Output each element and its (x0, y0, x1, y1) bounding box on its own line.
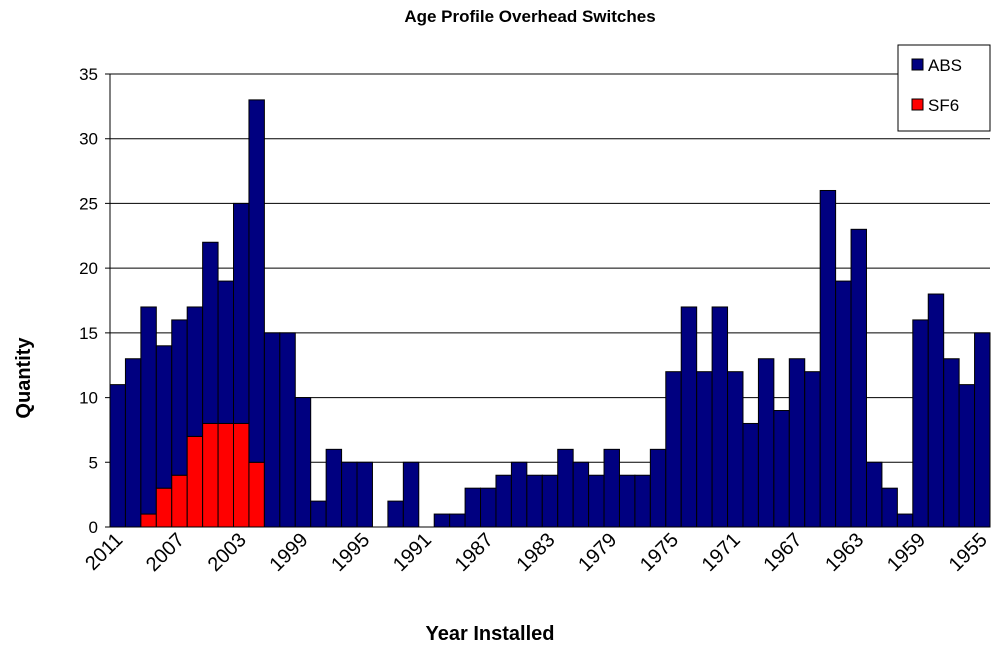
bar (773, 410, 790, 528)
bar (495, 474, 512, 528)
bar (124, 358, 142, 528)
bar (217, 280, 235, 424)
bar (974, 332, 991, 528)
bar (510, 461, 528, 528)
legend-label: ABS (928, 56, 962, 75)
y-tick-label: 0 (89, 518, 98, 537)
legend-swatch (911, 98, 924, 111)
bar (634, 474, 651, 528)
bar (757, 358, 775, 528)
bar (109, 384, 126, 528)
x-tick-label: 2007 (142, 529, 189, 576)
x-tick-label: 1959 (883, 529, 930, 576)
bar (541, 474, 559, 528)
x-tick-label: 1983 (513, 529, 560, 576)
bar (943, 358, 960, 528)
bar (850, 228, 867, 528)
y-axis-label: Quantity (13, 337, 35, 419)
x-tick-label: 2003 (204, 529, 251, 576)
legend-swatch (911, 58, 924, 71)
bar (155, 345, 173, 489)
bar (742, 422, 759, 528)
bar (464, 487, 482, 528)
x-tick-label: 1955 (945, 529, 992, 576)
bar (294, 397, 312, 528)
bar (896, 513, 914, 528)
bar (186, 306, 204, 437)
bar (835, 280, 852, 528)
x-tick-label: 1975 (636, 529, 683, 576)
bar (927, 293, 945, 528)
bar (449, 513, 466, 528)
bar (402, 461, 420, 528)
bar (603, 448, 620, 528)
bar (202, 422, 219, 528)
x-tick-label: 1991 (389, 529, 436, 576)
bar (341, 461, 358, 528)
x-tick-label: 1963 (821, 529, 868, 576)
x-tick-label: 1999 (265, 529, 312, 576)
bar (248, 461, 265, 528)
bar (186, 435, 204, 528)
bar (665, 371, 682, 528)
bar (233, 202, 250, 424)
legend-label: SF6 (928, 96, 959, 115)
bar (958, 384, 976, 528)
chart-title: Age Profile Overhead Switches (404, 7, 655, 26)
bar (217, 422, 235, 528)
bar (140, 306, 157, 515)
bar (526, 474, 543, 528)
bar (356, 461, 373, 528)
bar (202, 241, 219, 424)
bar (248, 99, 265, 463)
bar (711, 306, 729, 528)
bar (140, 513, 157, 528)
y-tick-label: 25 (79, 194, 98, 213)
bar (557, 448, 574, 528)
bar (804, 371, 821, 528)
bar (912, 319, 929, 528)
bar (279, 332, 296, 528)
y-tick-label: 20 (79, 259, 98, 278)
bar (263, 332, 281, 528)
bar (696, 371, 713, 528)
bar (325, 448, 343, 528)
bar (433, 513, 451, 528)
x-axis-label: Year Installed (426, 623, 555, 645)
x-tick-label: 1967 (760, 529, 807, 576)
y-tick-label: 15 (79, 324, 98, 343)
y-tick-label: 10 (79, 389, 98, 408)
x-tick-label: 1979 (574, 529, 621, 576)
bar (171, 474, 188, 528)
y-tick-label: 35 (79, 65, 98, 84)
x-tick-label: 1971 (698, 529, 745, 576)
bar (480, 487, 497, 528)
bar (649, 448, 667, 528)
bar (865, 461, 883, 528)
bar (881, 487, 898, 528)
bar (727, 371, 744, 528)
bar (618, 474, 636, 528)
bar (788, 358, 806, 528)
bar (588, 474, 605, 528)
y-tick-label: 30 (79, 130, 98, 149)
y-tick-label: 5 (89, 453, 98, 472)
bar (819, 189, 837, 528)
bar (387, 500, 404, 528)
bar (680, 306, 698, 528)
bar (155, 487, 173, 528)
bar (233, 422, 250, 528)
x-tick-label: 1987 (451, 529, 498, 576)
bar (572, 461, 590, 528)
x-tick-label: 1995 (327, 529, 374, 576)
bar (171, 319, 188, 476)
bar (310, 500, 327, 528)
